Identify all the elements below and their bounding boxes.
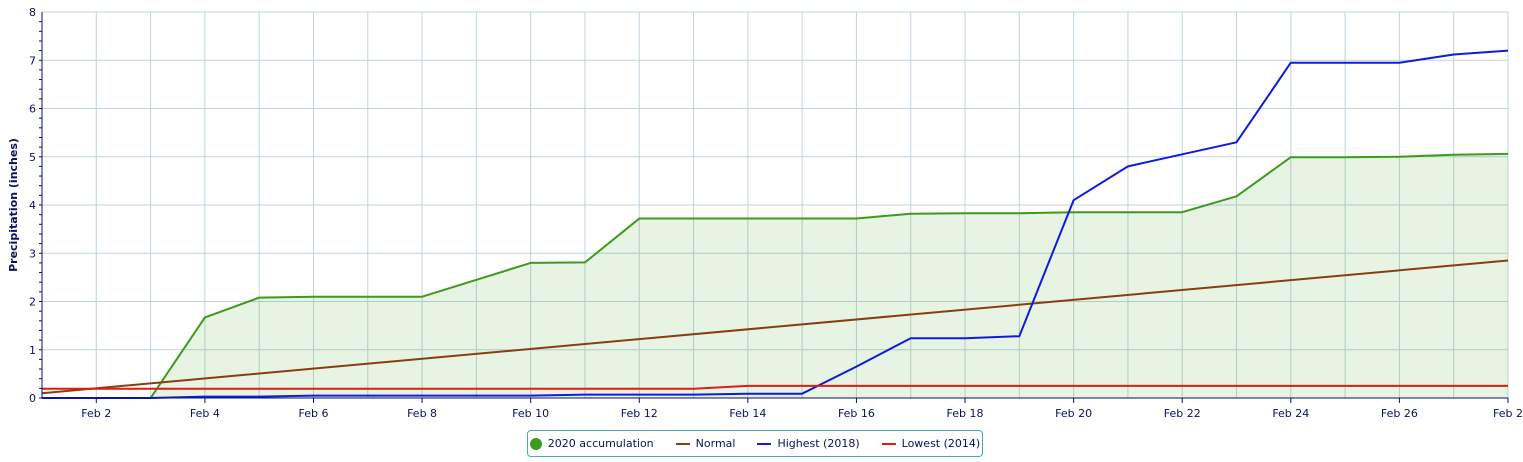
y-axis-title: Precipitation (inches) [7, 138, 20, 272]
axes: 0 1 2 3 4 5 6 7 8 Feb 2 Feb 4 Feb 6 Feb 8 Feb 10 Feb 1… [29, 6, 1523, 420]
legend-item[interactable]: Highest (2018) [757, 437, 860, 450]
x-tick-label: Feb 2 [81, 407, 111, 420]
grid [41, 11, 1509, 399]
x-tick-label: Feb 14 [729, 407, 766, 420]
y-tick-label: 6 [29, 103, 36, 116]
y-tick-label: 4 [29, 199, 36, 212]
x-tick-label: Feb 4 [190, 407, 220, 420]
x-tick-label: Feb 10 [512, 407, 549, 420]
x-tick-label: Feb 12 [621, 407, 658, 420]
line-highest-2018 [42, 49, 1509, 399]
x-tick-label: Feb 8 [407, 407, 437, 420]
y-tick-label: 7 [29, 54, 36, 67]
legend-item[interactable]: Lowest (2014) [881, 437, 981, 450]
legend-line-icon [757, 442, 772, 445]
x-tick-label: Feb 18 [947, 407, 984, 420]
x-tick-label: Feb 26 [1381, 407, 1418, 420]
y-tick-label: 5 [29, 151, 36, 164]
legend-label: Lowest (2014) [901, 437, 981, 450]
legend-item[interactable]: 2020 accumulation [529, 437, 654, 450]
x-tick-label: Feb 24 [1272, 407, 1309, 420]
area-2020-accumulation [150, 153, 1509, 398]
x-tick-label: Feb 22 [1164, 407, 1201, 420]
series-lines [41, 49, 1509, 399]
legend-label: Normal [695, 437, 736, 450]
y-tick-label: 2 [29, 296, 36, 309]
y-tick-label: 3 [29, 247, 36, 260]
y-tick-label: 8 [29, 6, 36, 19]
line-lowest-2014 [42, 384, 1508, 390]
x-tick-label: Feb 20 [1055, 407, 1092, 420]
x-tick-label: Feb 16 [838, 407, 875, 420]
line-normal [41, 259, 1509, 395]
line-2020-accumulation [149, 152, 1509, 399]
legend: 2020 accumulation Normal Highest (2018) Low… [527, 430, 983, 457]
legend-label: Highest (2018) [777, 437, 860, 450]
legend-circle-icon [529, 437, 542, 450]
plot-area [150, 153, 1509, 398]
y-tick-label: 1 [29, 344, 36, 357]
x-tick-label: Feb 2 [1493, 407, 1523, 420]
legend-label: 2020 accumulation [547, 437, 654, 450]
legend-line-icon [675, 442, 690, 445]
y-tick-label: 0 [29, 392, 36, 405]
legend-line-icon [881, 442, 896, 445]
x-tick-label: Feb 6 [298, 407, 328, 420]
legend-item[interactable]: Normal [675, 437, 736, 450]
